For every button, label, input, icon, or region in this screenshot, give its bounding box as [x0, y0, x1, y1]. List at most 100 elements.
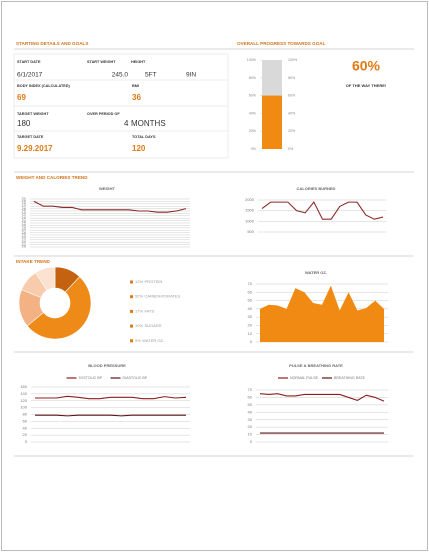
- y-tick-label: 160: [20, 384, 27, 389]
- y-tick-label: 20%: [288, 129, 296, 133]
- y-tick-label: 240: [22, 221, 27, 225]
- field-value: 180: [17, 119, 31, 128]
- legend-swatch: [130, 295, 133, 299]
- y-tick-label: 242: [22, 216, 27, 220]
- y-tick-label: 30: [248, 314, 253, 319]
- y-tick-label: 0: [250, 439, 253, 444]
- section-title: WEIGHT AND CALORIES TREND: [16, 175, 88, 180]
- y-tick-label: 230: [22, 245, 27, 249]
- y-tick-label: 0: [25, 439, 28, 444]
- legend-value: 17%: [135, 308, 143, 313]
- legend-label: 10% SUGARS: [135, 323, 162, 328]
- legend-swatch: [130, 339, 133, 343]
- y-tick-label: 2000: [245, 197, 255, 202]
- field-value: 69: [17, 93, 26, 102]
- field-value: 36: [132, 93, 141, 102]
- legend-name: SUGARS: [145, 323, 162, 328]
- y-tick-label: 30: [248, 417, 253, 422]
- chart-title: WATER OZ.: [305, 270, 327, 275]
- y-tick-label: 40: [248, 306, 253, 311]
- field-label: START DATE: [17, 60, 41, 64]
- y-tick-label: 60%: [288, 94, 296, 98]
- chart-title: PULSE & BREATHING RATE: [289, 363, 343, 368]
- field-value: 120: [132, 144, 146, 153]
- y-tick-label: 237: [22, 228, 27, 232]
- series-line: [259, 393, 385, 402]
- y-tick-label: 233: [22, 237, 27, 241]
- y-tick-label: 241: [22, 218, 27, 222]
- y-tick-label: 80%: [249, 76, 257, 80]
- y-tick-label: 100: [20, 405, 27, 410]
- chart-title: WEIGHT: [99, 186, 116, 191]
- legend-name: FATS: [145, 308, 155, 313]
- legend-swatch: [130, 280, 133, 284]
- y-tick-label: 20%: [249, 129, 257, 133]
- field-value: 245.0: [112, 72, 129, 79]
- field-label: TARGET WEIGHT: [17, 112, 49, 116]
- y-tick-label: 250: [22, 197, 27, 201]
- section-title: INTAKE TREND: [16, 259, 51, 264]
- y-tick-label: 60: [248, 394, 253, 399]
- y-tick-label: 60: [248, 289, 253, 294]
- y-tick-label: 243: [22, 213, 27, 217]
- legend-swatch: [130, 324, 133, 328]
- field-label: TOTAL DAYS: [132, 135, 156, 139]
- y-tick-label: 40: [248, 409, 253, 414]
- y-tick-label: 60%: [249, 94, 257, 98]
- y-tick-label: 70: [248, 281, 253, 286]
- legend-name: WATER OZ.: [142, 338, 164, 343]
- y-tick-label: 40: [23, 425, 28, 430]
- y-tick-label: 10: [248, 331, 253, 336]
- legend-label: NORMAL PULSE: [290, 376, 319, 380]
- field-label: START WEIGHT: [87, 60, 116, 64]
- section-title: STARTING DETAILS AND GOALS: [16, 41, 88, 46]
- chart-title: OVERALL PROGRESS TOWARDS GOAL: [237, 41, 326, 46]
- series-line: [261, 201, 384, 220]
- field-label: HEIGHT: [131, 60, 146, 64]
- pie-slice: [35, 266, 56, 291]
- legend-value: 52%: [135, 294, 143, 299]
- y-tick-label: 500: [247, 229, 254, 234]
- y-tick-label: 0%: [288, 147, 294, 151]
- field-value: 9IN: [186, 72, 196, 79]
- y-tick-label: 234: [22, 235, 27, 239]
- y-tick-label: 1000: [245, 218, 255, 223]
- y-tick-label: 20: [248, 424, 253, 429]
- legend-value: 10%: [135, 323, 143, 328]
- progress-value: 60%: [352, 58, 381, 74]
- gauge-fill: [262, 95, 282, 149]
- y-tick-label: 238: [22, 225, 27, 229]
- y-tick-label: 10: [248, 432, 253, 437]
- legend-label: DIASTOLIC BP: [123, 376, 148, 380]
- y-tick-label: 232: [22, 240, 27, 244]
- y-tick-label: 244: [22, 211, 27, 215]
- field-label: BODY INDEX (CALCULATED): [17, 84, 71, 88]
- series-line: [35, 414, 186, 417]
- y-tick-label: 140: [20, 391, 27, 396]
- y-tick-label: 20: [23, 432, 28, 437]
- field-label: TARGET DATE: [17, 135, 44, 139]
- y-tick-label: 247: [22, 204, 27, 208]
- legend-swatch: [130, 309, 133, 313]
- field-value: 9.29.2017: [17, 144, 53, 153]
- series-line: [35, 395, 187, 400]
- chart-title: CALORIES BURNED: [297, 186, 336, 191]
- y-tick-label: 0: [250, 339, 253, 344]
- legend-value: 9%: [135, 338, 141, 343]
- y-tick-label: 60: [23, 418, 28, 423]
- y-tick-label: 239: [22, 223, 27, 227]
- y-tick-label: 245: [22, 209, 27, 213]
- y-tick-label: 246: [22, 206, 27, 210]
- y-tick-label: 40%: [249, 111, 257, 115]
- y-tick-label: 236: [22, 230, 27, 234]
- legend-value: 12%: [135, 279, 143, 284]
- legend-label: SYSTOLIC BP: [79, 376, 103, 380]
- y-tick-label: 1500: [245, 208, 255, 213]
- y-tick-label: 40%: [288, 111, 296, 115]
- legend-name: CARBOHYDRATES: [145, 294, 181, 299]
- y-tick-label: 0%: [251, 147, 257, 151]
- y-tick-label: 70: [248, 387, 253, 392]
- field-label: OVER PERIOD OF: [87, 112, 120, 116]
- field-label: BMI: [132, 84, 139, 88]
